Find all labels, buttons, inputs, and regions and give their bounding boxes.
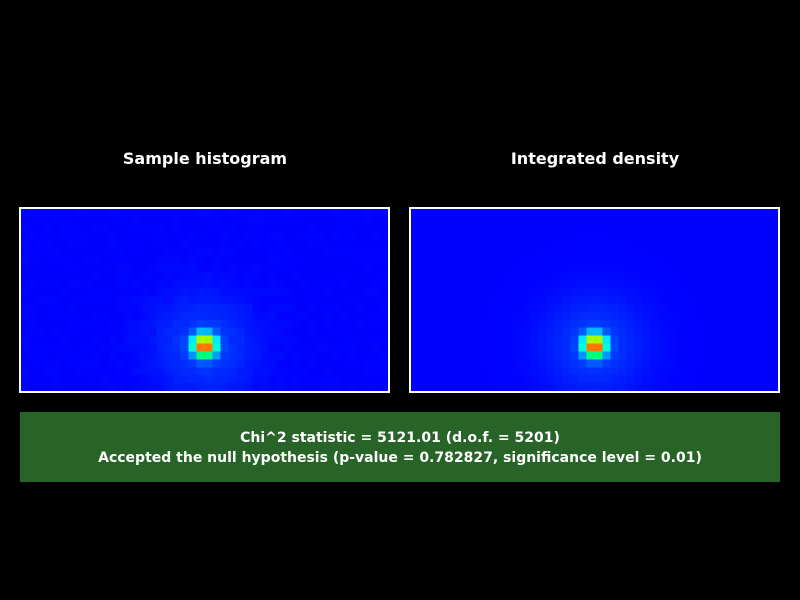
sample-histogram-heatmap: [19, 207, 390, 393]
sample-histogram-title: Sample histogram: [122, 149, 288, 168]
chi-square-statistic-text: Chi^2 statistic = 5121.01 (d.o.f. = 5201…: [240, 430, 560, 446]
integrated-density-title: Integrated density: [510, 149, 680, 168]
test-result-box: Chi^2 statistic = 5121.01 (d.o.f. = 5201…: [20, 412, 780, 482]
integrated-density-heatmap: [409, 207, 780, 393]
hypothesis-decision-text: Accepted the null hypothesis (p-value = …: [98, 450, 702, 466]
integrated-density-canvas: [411, 209, 778, 391]
sample-histogram-canvas: [21, 209, 388, 391]
